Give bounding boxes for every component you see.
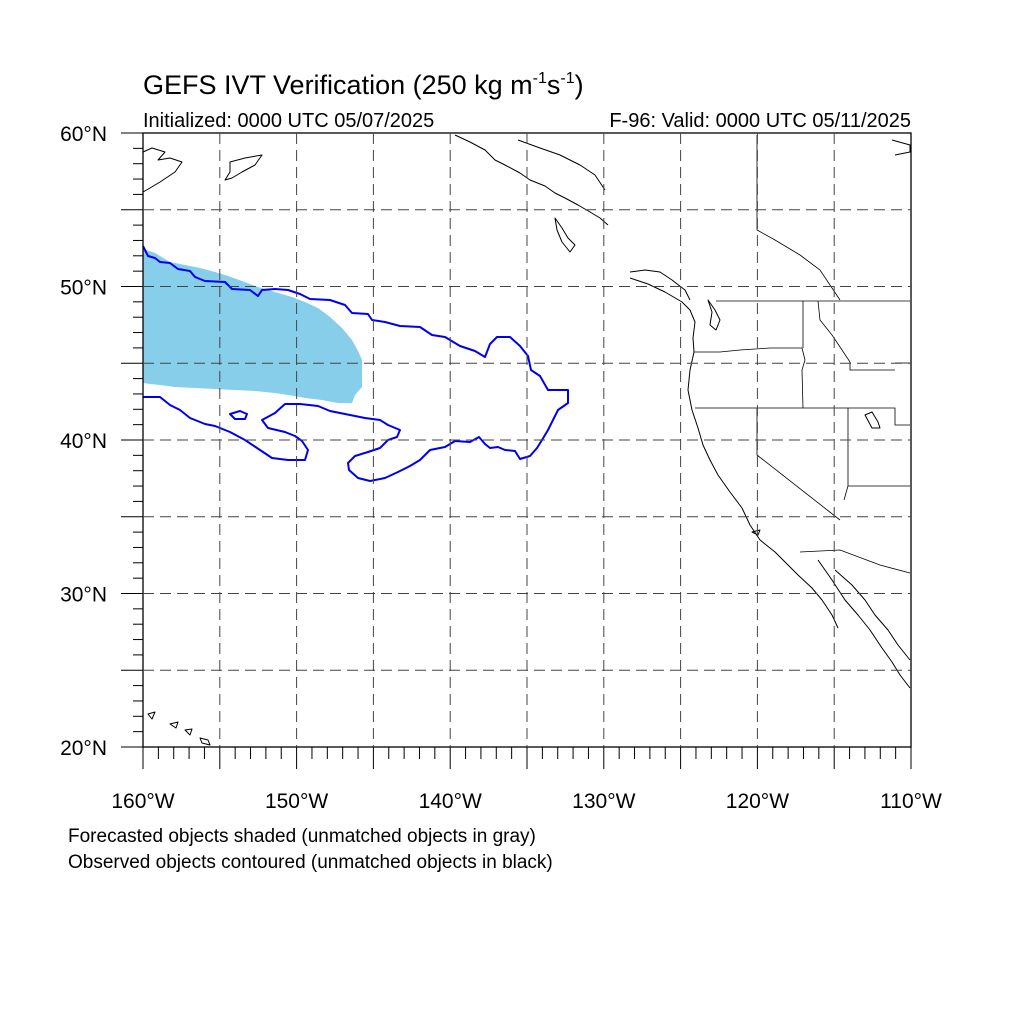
initialized-time: Initialized: 0000 UTC 05/07/2025 xyxy=(143,110,435,132)
lat-label: 30°N xyxy=(60,584,107,607)
lon-label: 160°W xyxy=(111,790,174,813)
legend-note-forecast: Forecasted objects shaded (unmatched obj… xyxy=(68,826,536,847)
valid-time: F-96: Valid: 0000 UTC 05/11/2025 xyxy=(609,110,911,132)
gridlines xyxy=(143,133,911,747)
lat-label: 50°N xyxy=(60,277,107,300)
axis-ticks xyxy=(121,132,912,769)
lat-label: 60°N xyxy=(60,123,107,146)
forecast-object xyxy=(143,249,362,403)
lat-label: 40°N xyxy=(60,430,107,453)
lon-label: 140°W xyxy=(419,790,482,813)
lat-label: 20°N xyxy=(60,737,107,760)
chart-title: GEFS IVT Verification (250 kg m-1s-1) xyxy=(143,70,584,100)
observed-objects xyxy=(142,245,569,482)
lon-label: 150°W xyxy=(265,790,328,813)
lon-label: 130°W xyxy=(572,790,635,813)
political-boundaries xyxy=(694,135,911,574)
legend-note-observed: Observed objects contoured (unmatched ob… xyxy=(68,852,553,873)
observed-object-main xyxy=(142,245,569,482)
lon-label: 120°W xyxy=(726,790,789,813)
observed-object-small xyxy=(229,410,248,420)
lon-label: 110°W xyxy=(880,790,942,813)
axis-labels: 160°W 150°W 140°W 130°W 120°W 110°W 20°N 30°N 40… xyxy=(60,123,942,813)
